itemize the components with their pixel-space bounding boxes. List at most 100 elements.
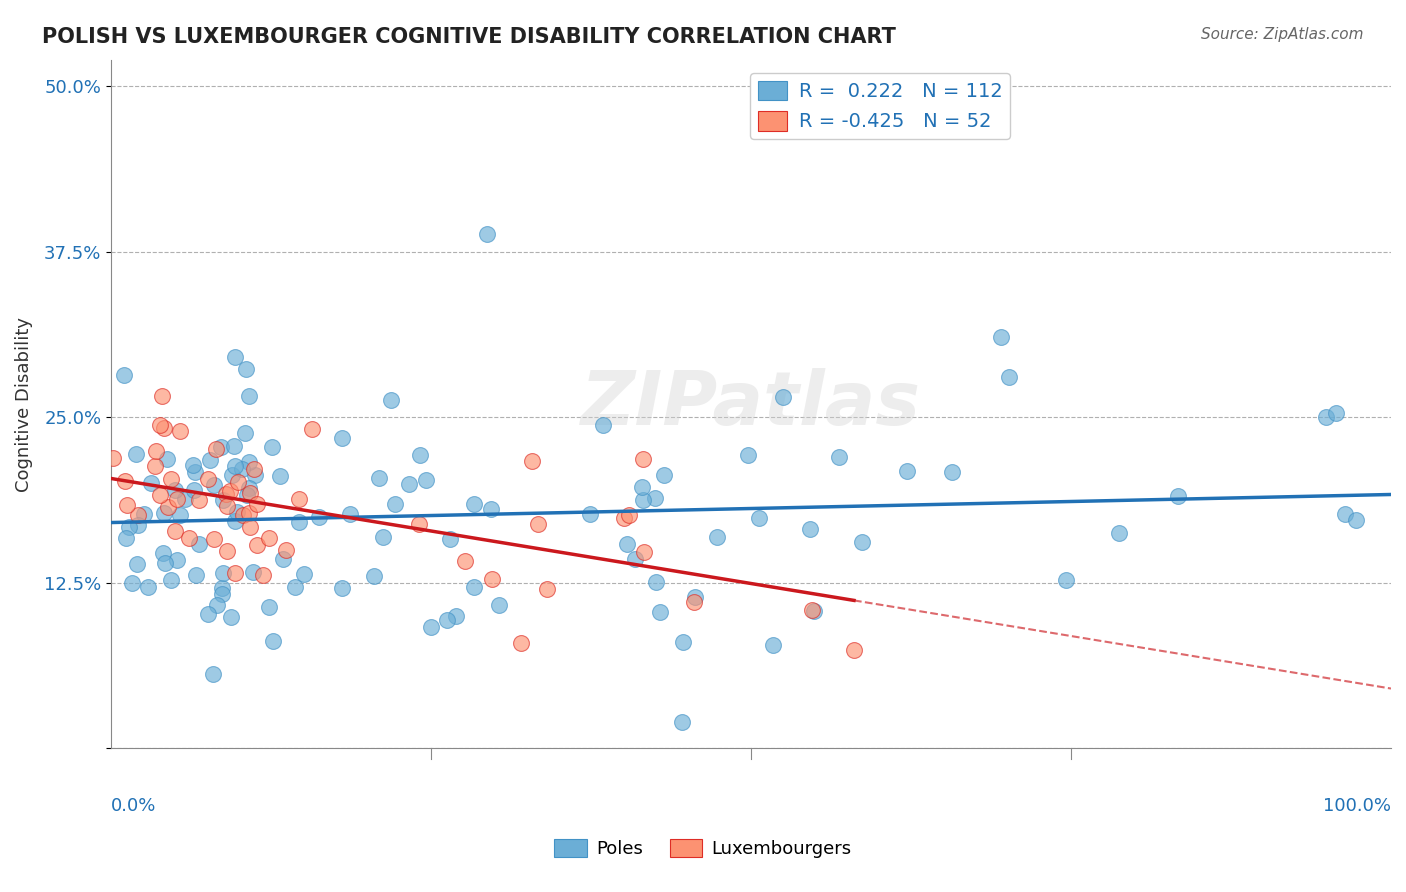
Point (799, 522, 821, 536)
Legend: Poles, Luxembourgers: Poles, Luxembourgers (547, 831, 859, 865)
Point (217, 499, 239, 513)
Point (184, 465, 207, 479)
Point (762, 638, 785, 652)
Point (157, 500, 180, 514)
Point (219, 483, 242, 498)
Point (149, 488, 172, 502)
Point (288, 491, 311, 506)
Point (672, 635, 695, 649)
Point (616, 537, 638, 551)
Point (384, 497, 406, 511)
Point (215, 544, 238, 558)
Point (682, 595, 704, 609)
Point (215, 487, 238, 501)
Point (371, 530, 394, 544)
Point (332, 431, 354, 445)
Point (127, 517, 149, 532)
Point (292, 566, 315, 581)
Text: POLISH VS LUXEMBOURGER COGNITIVE DISABILITY CORRELATION CHART: POLISH VS LUXEMBOURGER COGNITIVE DISABIL… (42, 27, 896, 46)
Point (828, 450, 851, 464)
Point (138, 580, 160, 594)
Point (177, 531, 200, 545)
Point (1324, 406, 1347, 420)
Point (202, 477, 225, 491)
Point (398, 477, 420, 491)
Point (633, 452, 655, 467)
Point (408, 516, 430, 531)
Point (257, 532, 280, 546)
Point (630, 480, 652, 494)
Point (139, 475, 162, 490)
Point (159, 573, 181, 587)
Point (224, 514, 246, 528)
Point (444, 609, 467, 624)
Point (671, 714, 693, 729)
Point (288, 515, 311, 529)
Point (201, 666, 224, 681)
Point (211, 581, 233, 595)
Point (115, 498, 138, 512)
Point (683, 590, 706, 604)
Point (236, 488, 259, 502)
Point (1167, 489, 1189, 503)
Point (143, 459, 166, 474)
Point (125, 447, 148, 461)
Point (246, 498, 269, 512)
Point (419, 620, 441, 634)
Point (152, 506, 174, 520)
Point (163, 483, 186, 498)
Point (509, 635, 531, 649)
Point (645, 574, 668, 589)
Point (117, 519, 139, 533)
Point (169, 425, 191, 439)
Point (439, 532, 461, 546)
Point (415, 473, 437, 487)
Point (127, 508, 149, 522)
Point (527, 516, 550, 531)
Point (579, 508, 602, 522)
Point (941, 465, 963, 479)
Point (114, 532, 136, 546)
Text: 0.0%: 0.0% (111, 797, 156, 814)
Point (224, 350, 246, 364)
Point (204, 532, 226, 546)
Point (246, 538, 269, 552)
Point (748, 511, 770, 525)
Point (205, 442, 228, 456)
Point (150, 389, 173, 403)
Point (166, 492, 188, 507)
Point (211, 492, 233, 507)
Point (262, 440, 284, 454)
Point (238, 455, 260, 469)
Point (173, 492, 195, 507)
Point (187, 537, 209, 551)
Point (169, 508, 191, 522)
Point (101, 450, 124, 465)
Point (211, 587, 233, 601)
Point (235, 361, 257, 376)
Point (463, 580, 485, 594)
Point (239, 519, 262, 533)
Point (166, 553, 188, 567)
Point (160, 472, 183, 486)
Point (238, 481, 260, 495)
Point (183, 483, 205, 497)
Point (842, 643, 865, 657)
Point (274, 543, 297, 558)
Point (339, 508, 361, 522)
Point (481, 572, 503, 586)
Point (990, 330, 1012, 344)
Point (1344, 513, 1367, 527)
Point (156, 451, 179, 466)
Point (186, 568, 208, 582)
Point (232, 508, 254, 522)
Point (197, 607, 219, 621)
Point (363, 568, 385, 582)
Point (112, 368, 135, 383)
Point (188, 493, 211, 508)
Point (252, 568, 274, 582)
Text: Source: ZipAtlas.com: Source: ZipAtlas.com (1201, 27, 1364, 42)
Point (488, 598, 510, 612)
Point (896, 464, 918, 478)
Point (613, 510, 636, 524)
